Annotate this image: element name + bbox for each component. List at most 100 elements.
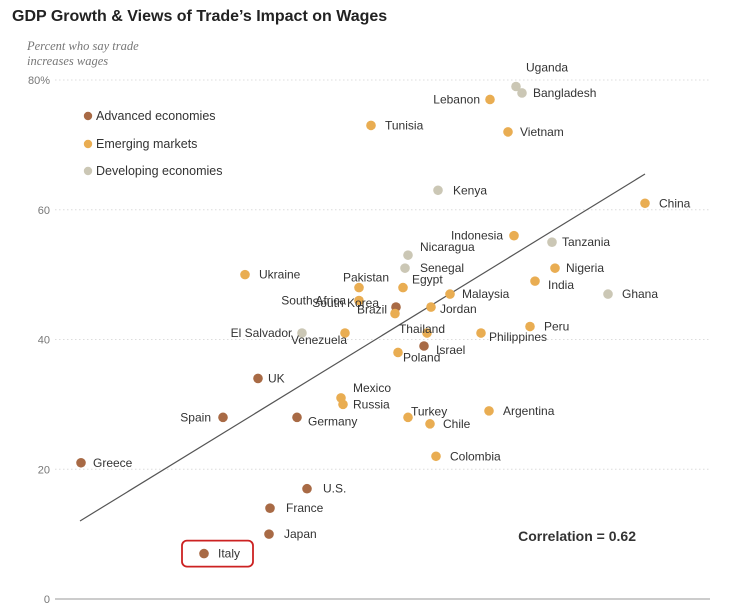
correlation-annotation: Correlation = 0.62 <box>518 528 636 544</box>
point-senegal <box>400 263 410 273</box>
point-label-colombia: Colombia <box>450 449 501 463</box>
y-tick-label: 40 <box>38 335 50 347</box>
point-greece <box>76 457 86 468</box>
point-label-jordan: Jordan <box>440 302 477 316</box>
highlight-box <box>181 539 254 568</box>
y-tick-label: 20 <box>38 464 50 476</box>
point-label-ghana: Ghana <box>622 287 658 301</box>
y-tick-label: 80% <box>28 75 50 87</box>
point-jordan <box>426 302 436 312</box>
point-label-thailand: Thailand <box>399 322 445 336</box>
point-label-uk: UK <box>268 371 285 385</box>
point-label-tunisia: Tunisia <box>385 118 424 132</box>
point-label-senegal: Senegal <box>420 261 464 275</box>
point-vietnam <box>503 127 513 137</box>
point-malaysia <box>445 289 455 299</box>
point-germany <box>292 412 302 423</box>
point-italy <box>199 548 209 559</box>
point-label-mexico: Mexico <box>353 381 391 395</box>
point-japan <box>264 529 274 539</box>
data-points: Uganda Bangladesh Lebanon Tunisia Vietnam Ken… <box>76 60 691 561</box>
point-tunisia <box>366 120 376 131</box>
point-label-south-africa: South Africa <box>281 294 346 308</box>
point-label-brazil: Brazil <box>357 303 387 317</box>
point-label-turkey: Turkey <box>411 404 447 418</box>
point-label-israel: Israel <box>436 343 465 357</box>
point-russia <box>338 399 348 410</box>
point-label-argentina: Argentina <box>503 404 555 418</box>
point-label-france: France <box>286 501 324 515</box>
point-france <box>265 503 275 513</box>
legend-marker <box>83 139 93 149</box>
point-label-peru: Peru <box>544 320 569 334</box>
point-ghana <box>603 289 613 299</box>
point-el-salvador <box>297 328 307 338</box>
point-israel <box>419 341 429 351</box>
point-label-spain: Spain <box>180 410 211 424</box>
point-label-russia: Russia <box>353 397 390 411</box>
y-axis-ticks: 0 20 40 60 80% <box>28 75 50 605</box>
point-label-india: India <box>548 278 574 292</box>
point-lebanon <box>485 94 495 105</box>
point-indonesia <box>509 230 519 241</box>
point-label-kenya: Kenya <box>453 183 487 197</box>
point-spain <box>218 412 228 423</box>
point-label-bangladesh: Bangladesh <box>533 86 596 100</box>
point-label-uganda: Uganda <box>526 60 568 74</box>
legend-marker <box>83 111 93 121</box>
point-china <box>640 198 650 209</box>
point-label-philippines: Philippines <box>489 330 547 344</box>
legend-marker <box>83 166 93 176</box>
point-bangladesh <box>517 88 527 98</box>
point-label-tanzania: Tanzania <box>562 235 610 249</box>
point-ukraine <box>240 269 250 280</box>
point-nicaragua <box>403 250 413 260</box>
point-label-china: China <box>659 196 691 210</box>
point-egypt <box>398 282 408 293</box>
legend-item: Emerging markets <box>96 137 197 151</box>
point-brazil <box>390 308 400 319</box>
point-chile <box>425 419 435 429</box>
point-argentina <box>484 406 494 416</box>
point-label-ukraine: Ukraine <box>259 268 301 282</box>
point-label-poland: Poland <box>403 350 440 364</box>
point-colombia <box>431 451 441 462</box>
y-axis-label: Percent who say trade increases wages <box>27 39 139 68</box>
point-label-pakistan: Pakistan <box>343 271 389 285</box>
point-label-el-salvador: El Salvador <box>231 326 292 340</box>
point-label-italy: Italy <box>218 547 240 561</box>
point-venezuela <box>340 328 350 338</box>
legend-item: Advanced economies <box>96 109 216 123</box>
point-label-malaysia: Malaysia <box>462 287 510 301</box>
point-label-u-s: U.S. <box>323 482 346 496</box>
legend-item: Developing economies <box>96 164 222 178</box>
point-poland <box>393 347 403 358</box>
point-thailand <box>422 328 432 338</box>
point-turkey <box>403 412 413 423</box>
point-peru <box>525 321 535 332</box>
point-label-venezuela: Venezuela <box>291 333 347 347</box>
point-label-greece: Greece <box>93 456 133 470</box>
point-tanzania <box>547 237 557 247</box>
point-label-nigeria: Nigeria <box>566 261 604 275</box>
point-india <box>530 276 540 286</box>
point-uk <box>253 373 263 384</box>
y-tick-label: 0 <box>44 594 50 605</box>
point-label-nicaragua: Nicaragua <box>420 240 475 254</box>
point-south-africa <box>354 295 364 306</box>
point-philippines <box>476 328 486 338</box>
point-label-south-korea: South Korea <box>312 296 379 310</box>
trend-line <box>79 173 646 522</box>
gridlines <box>55 79 710 600</box>
point-nigeria <box>550 263 560 273</box>
point-kenya <box>433 185 443 196</box>
legend: Advanced economies Emerging markets Develo… <box>83 109 222 178</box>
point-uganda <box>511 81 521 92</box>
point-label-indonesia: Indonesia <box>451 229 503 243</box>
chart-title: GDP Growth & Views of Trade’s Impact on … <box>12 8 388 25</box>
point-pakistan <box>354 282 364 293</box>
point-label-japan: Japan <box>284 527 317 541</box>
point-label-chile: Chile <box>443 417 471 431</box>
point-label-egypt: Egypt <box>412 273 443 287</box>
